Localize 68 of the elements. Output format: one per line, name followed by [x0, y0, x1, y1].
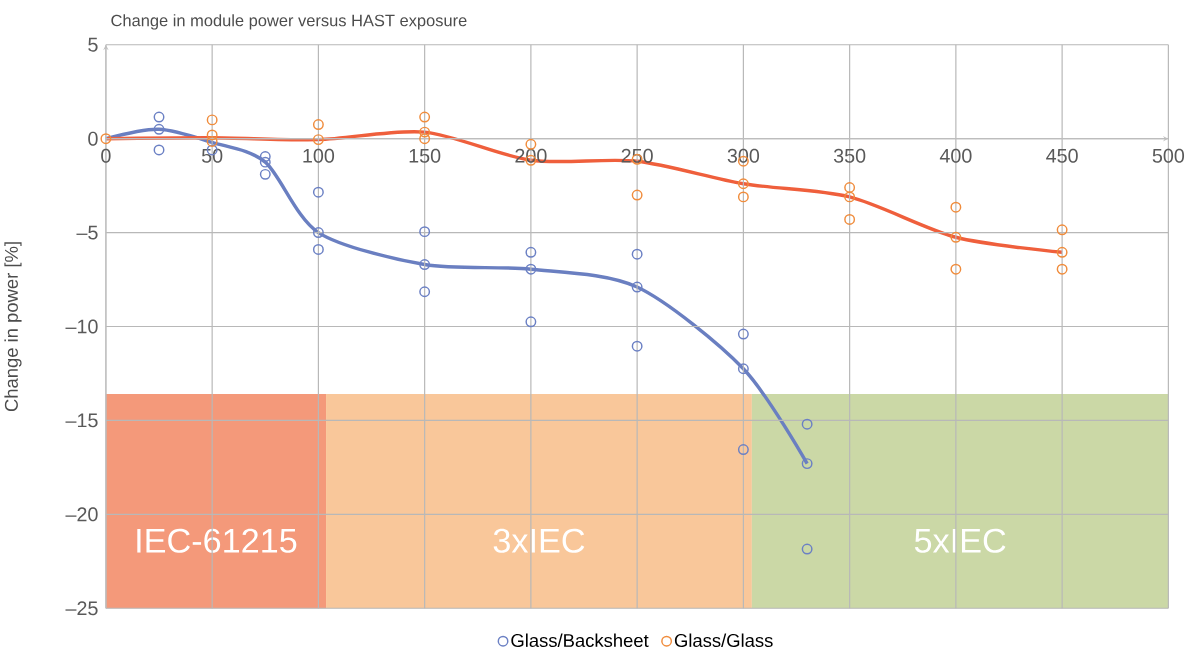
point: [1056, 246, 1068, 258]
point: [419, 126, 431, 138]
legend-label: Glass/Backsheet: [511, 633, 649, 647]
point: [801, 418, 813, 430]
y-tick-label: 0: [88, 131, 98, 146]
y-tick-label: –25: [65, 601, 98, 616]
point: [631, 189, 643, 201]
x-tick-label: 350: [833, 148, 866, 163]
y-tick-label: –15: [65, 413, 98, 428]
point: [631, 248, 643, 260]
point: [950, 263, 962, 275]
chart-title: Change in module power versus HAST exposure: [111, 14, 467, 30]
x-tick-label: 100: [303, 148, 335, 163]
x-tick-label: 150: [409, 148, 441, 163]
y-tick-label: 5: [88, 37, 98, 52]
point: [312, 186, 324, 198]
point: [525, 246, 537, 258]
point: [312, 227, 324, 239]
point: [737, 178, 749, 190]
point: [1056, 224, 1068, 236]
point: [312, 243, 324, 255]
y-tick-label: –5: [76, 225, 98, 240]
x-tick-label: 50: [201, 148, 223, 163]
legend-label: Glass/Glass: [674, 633, 773, 647]
point: [631, 340, 643, 352]
point: [419, 259, 431, 270]
point: [844, 181, 856, 193]
x-tick-label: 0: [101, 148, 111, 163]
point: [525, 316, 537, 328]
point: [844, 191, 856, 203]
point: [206, 114, 218, 126]
point: [950, 231, 962, 243]
point: [259, 151, 271, 162]
point: [737, 328, 749, 340]
point: [419, 226, 431, 238]
x-tick-label: 300: [727, 148, 760, 163]
point: [259, 156, 271, 168]
point: [100, 133, 112, 145]
band-label: IEC-61215: [137, 528, 297, 553]
point: [312, 119, 324, 131]
point: [844, 213, 856, 225]
point: [312, 134, 324, 146]
point: [801, 458, 813, 470]
band-label: 3xIEC: [493, 528, 585, 553]
point: [801, 543, 813, 555]
point: [419, 286, 431, 298]
point: [950, 201, 962, 213]
x-tick-label: 500: [1152, 148, 1185, 163]
y-tick-label: –20: [65, 507, 98, 522]
point: [737, 444, 749, 455]
point: [737, 363, 749, 375]
x-tick-label: 400: [939, 148, 972, 163]
point: [206, 135, 218, 147]
x-tick-label: 450: [1046, 148, 1078, 163]
point: [153, 123, 165, 135]
band-label: 5xIEC: [914, 528, 1006, 553]
point: [419, 133, 431, 145]
point: [525, 263, 537, 275]
y-axis-title: Change in power [%]: [4, 242, 22, 412]
point: [419, 111, 431, 123]
point: [1056, 263, 1068, 275]
point: [153, 144, 165, 156]
point: [206, 129, 218, 141]
point: [631, 281, 643, 293]
y-tick-label: –10: [65, 319, 98, 334]
point: [153, 111, 165, 123]
point: [259, 168, 271, 180]
point: [737, 191, 749, 203]
